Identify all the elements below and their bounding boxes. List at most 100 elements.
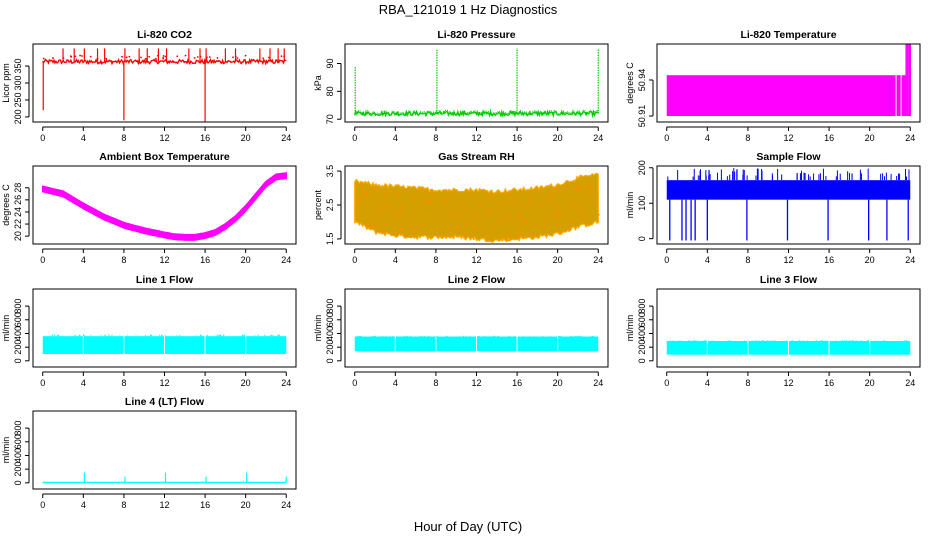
x-tick-label: 20: [241, 500, 251, 510]
x-tick-label: 24: [905, 133, 915, 143]
x-axis: 0 4 8 12 16 20 24: [40, 126, 291, 143]
x-tick-label: 24: [281, 255, 291, 265]
series-2: [354, 48, 599, 119]
rh-speck: [447, 196, 450, 198]
rh-speck: [425, 201, 427, 203]
x-tick-label: 8: [433, 255, 438, 265]
rh-speck: [460, 210, 462, 212]
co2-point: [105, 57, 108, 60]
y-axis-label: percent: [313, 189, 323, 220]
rh-speck: [507, 192, 509, 194]
rh-speck: [473, 226, 476, 229]
rh-speck: [434, 212, 437, 215]
rh-speck: [506, 202, 508, 205]
y-tick-label: 200: [13, 109, 23, 124]
rh-speck: [531, 205, 533, 207]
x-tick-label: 16: [824, 378, 834, 388]
rh-speck: [517, 226, 519, 229]
rh-speck: [416, 190, 418, 192]
x-tick-label: 0: [664, 255, 669, 265]
rh-speck: [450, 232, 453, 234]
x-tick-label: 16: [200, 500, 210, 510]
x-tick-label: 16: [200, 378, 210, 388]
panel-8: Line 2 Flow 0 4 8 12 16 20 24 0 200400600800ml/mi…: [313, 274, 609, 388]
rh-speck: [490, 212, 492, 214]
rh-speck: [397, 234, 399, 237]
rh-speck: [525, 222, 527, 224]
rh-speck: [525, 237, 527, 239]
rh-speck: [365, 193, 368, 196]
y-tick-label: 0: [13, 480, 23, 485]
rh-speck: [544, 198, 546, 200]
co2-point: [232, 56, 234, 59]
rh-speck: [582, 183, 584, 186]
y-tick-label: 600: [13, 434, 23, 449]
rh-speck: [383, 193, 386, 195]
co2-point: [244, 54, 247, 57]
y-axis-label: ml/min: [313, 315, 323, 342]
rh-speck: [518, 215, 521, 217]
y-tick-label: 24: [13, 207, 23, 217]
rh-speck: [518, 216, 521, 219]
rh-speck: [501, 217, 503, 219]
co2-point: [199, 55, 202, 58]
rh-speck: [429, 200, 431, 202]
rh-speck: [472, 210, 474, 212]
rh-speck: [444, 196, 447, 198]
rh-speck: [381, 228, 383, 231]
rh-speck: [384, 223, 387, 226]
rh-speck: [544, 226, 546, 229]
rh-speck: [448, 214, 451, 216]
x-tick-label: 12: [783, 255, 793, 265]
x-axis: 0 4 8 12 16 20 24: [352, 126, 603, 143]
x-tick-label: 4: [81, 255, 86, 265]
rh-speck: [457, 200, 459, 203]
x-tick-label: 0: [352, 133, 357, 143]
rh-speck: [555, 211, 558, 213]
rh-speck: [592, 187, 594, 190]
rh-speck: [476, 215, 478, 218]
co2-point: [268, 56, 270, 59]
y-tick-label: 3.5: [325, 165, 335, 178]
x-axis: 0 4 8 12 16 20 24: [40, 371, 291, 388]
x-tick-label: 12: [783, 133, 793, 143]
y-tick-label: 200: [637, 160, 647, 175]
rh-speck: [444, 222, 447, 225]
co2-point: [128, 55, 131, 58]
x-tick-label: 4: [705, 378, 710, 388]
rh-speck: [597, 195, 599, 197]
co2-point: [52, 57, 54, 59]
co2-point: [283, 55, 286, 58]
x-tick-label: 0: [40, 378, 45, 388]
y-tick-label: 28: [13, 183, 23, 193]
y-tick-label: 80: [325, 86, 335, 96]
y-axis: 1.5 2.5 3.5: [325, 165, 342, 245]
rh-speck: [583, 220, 585, 223]
x-tick-label: 4: [81, 378, 86, 388]
x-tick-label: 24: [905, 378, 915, 388]
rh-speck: [414, 216, 416, 219]
x-tick-label: 8: [433, 133, 438, 143]
co2-point: [162, 54, 165, 57]
y-tick-label: 600: [637, 312, 647, 327]
x-tick-label: 20: [865, 378, 875, 388]
rh-speck: [381, 215, 383, 218]
rh-speck: [508, 239, 510, 241]
rh-speck: [389, 206, 392, 209]
rh-speck: [453, 227, 456, 230]
co2-point: [280, 55, 283, 58]
y-tick-label: 800: [13, 299, 23, 314]
rh-speck: [576, 187, 578, 190]
rh-speck: [465, 236, 468, 238]
rh-speck: [381, 203, 384, 206]
rh-speck: [594, 207, 597, 209]
rh-speck: [381, 231, 384, 234]
rh-speck: [479, 204, 481, 206]
rh-speck: [398, 222, 401, 225]
temp-curve: [41, 172, 288, 241]
rh-speck: [356, 199, 359, 202]
rh-speck: [502, 236, 505, 239]
y-axis-label: ml/min: [625, 315, 635, 342]
rh-speck: [450, 206, 453, 209]
